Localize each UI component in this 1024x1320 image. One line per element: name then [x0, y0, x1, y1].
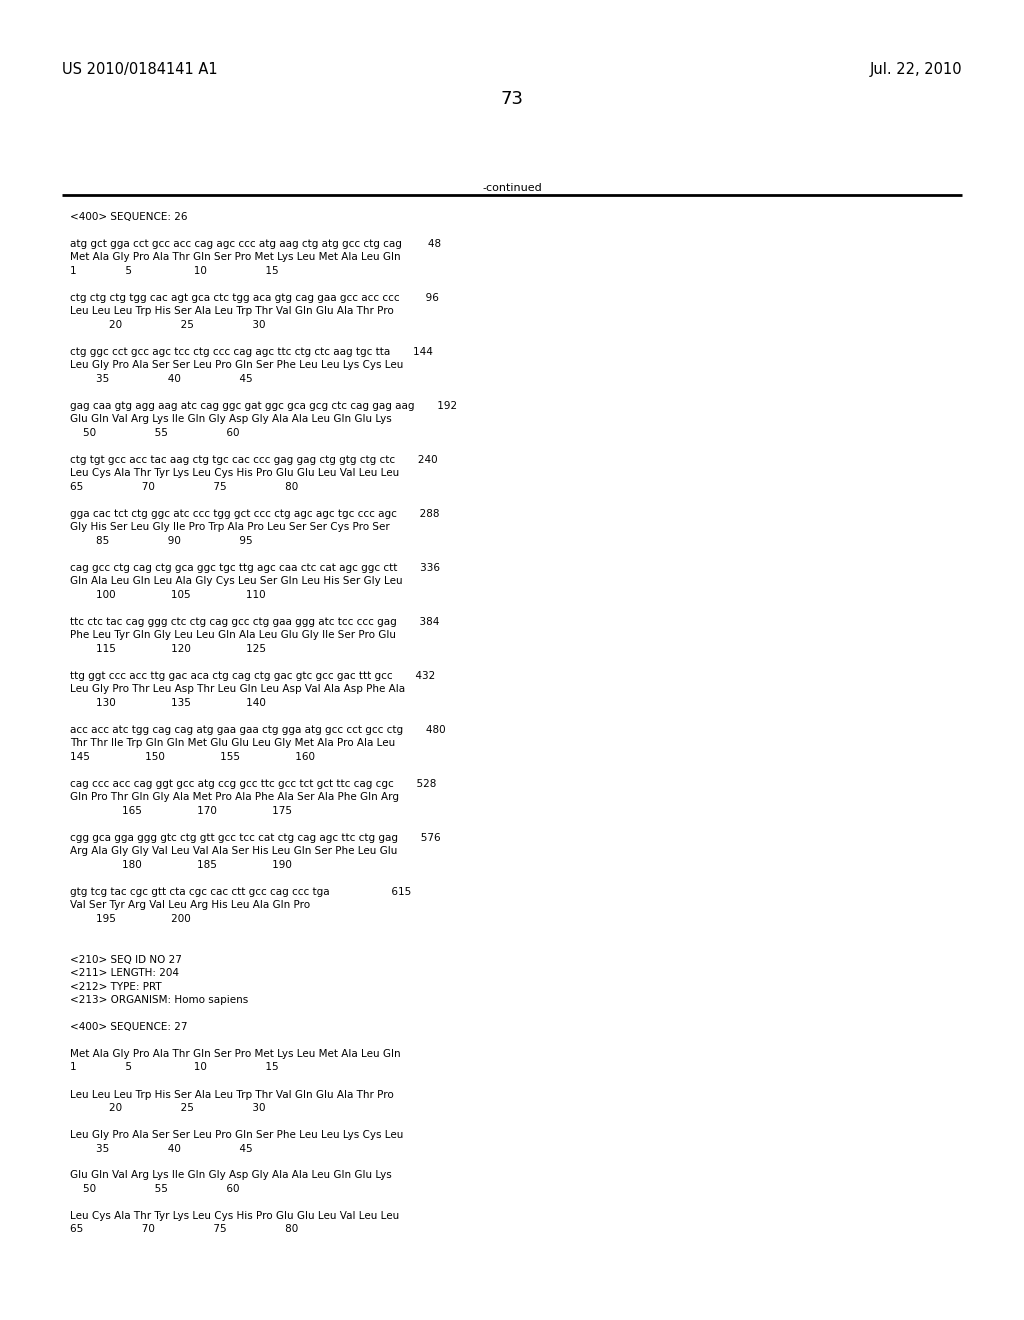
Text: ctg tgt gcc acc tac aag ctg tgc cac ccc gag gag ctg gtg ctg ctc       240: ctg tgt gcc acc tac aag ctg tgc cac ccc …	[70, 455, 437, 465]
Text: 20                  25                  30: 20 25 30	[70, 1104, 265, 1113]
Text: Phe Leu Tyr Gln Gly Leu Leu Gln Ala Leu Glu Gly Ile Ser Pro Glu: Phe Leu Tyr Gln Gly Leu Leu Gln Ala Leu …	[70, 631, 396, 640]
Text: Gly His Ser Leu Gly Ile Pro Trp Ala Pro Leu Ser Ser Cys Pro Ser: Gly His Ser Leu Gly Ile Pro Trp Ala Pro …	[70, 523, 390, 532]
Text: gag caa gtg agg aag atc cag ggc gat ggc gca gcg ctc cag gag aag       192: gag caa gtg agg aag atc cag ggc gat ggc …	[70, 401, 457, 411]
Text: Glu Gln Val Arg Lys Ile Gln Gly Asp Gly Ala Ala Leu Gln Glu Lys: Glu Gln Val Arg Lys Ile Gln Gly Asp Gly …	[70, 414, 392, 425]
Text: 180                 185                 190: 180 185 190	[70, 861, 292, 870]
Text: 130                 135                 140: 130 135 140	[70, 698, 266, 708]
Text: 1               5                   10                  15: 1 5 10 15	[70, 1063, 279, 1072]
Text: cag gcc ctg cag ctg gca ggc tgc ttg agc caa ctc cat agc ggc ctt       336: cag gcc ctg cag ctg gca ggc tgc ttg agc …	[70, 564, 440, 573]
Text: gtg tcg tac cgc gtt cta cgc cac ctt gcc cag ccc tga                   615: gtg tcg tac cgc gtt cta cgc cac ctt gcc …	[70, 887, 412, 898]
Text: 35                  40                  45: 35 40 45	[70, 374, 253, 384]
Text: 100                 105                 110: 100 105 110	[70, 590, 265, 601]
Text: <211> LENGTH: 204: <211> LENGTH: 204	[70, 968, 179, 978]
Text: ctg ctg ctg tgg cac agt gca ctc tgg aca gtg cag gaa gcc acc ccc        96: ctg ctg ctg tgg cac agt gca ctc tgg aca …	[70, 293, 439, 304]
Text: Jul. 22, 2010: Jul. 22, 2010	[869, 62, 962, 77]
Text: -continued: -continued	[482, 183, 542, 193]
Text: ctg ggc cct gcc agc tcc ctg ccc cag agc ttc ctg ctc aag tgc tta       144: ctg ggc cct gcc agc tcc ctg ccc cag agc …	[70, 347, 433, 356]
Text: 165                 170                 175: 165 170 175	[70, 807, 292, 816]
Text: Leu Cys Ala Thr Tyr Lys Leu Cys His Pro Glu Glu Leu Val Leu Leu: Leu Cys Ala Thr Tyr Lys Leu Cys His Pro …	[70, 469, 399, 479]
Text: <400> SEQUENCE: 26: <400> SEQUENCE: 26	[70, 213, 187, 222]
Text: acc acc atc tgg cag cag atg gaa gaa ctg gga atg gcc cct gcc ctg       480: acc acc atc tgg cag cag atg gaa gaa ctg …	[70, 725, 445, 735]
Text: 115                 120                 125: 115 120 125	[70, 644, 266, 653]
Text: <210> SEQ ID NO 27: <210> SEQ ID NO 27	[70, 954, 182, 965]
Text: Gln Pro Thr Gln Gly Ala Met Pro Ala Phe Ala Ser Ala Phe Gln Arg: Gln Pro Thr Gln Gly Ala Met Pro Ala Phe …	[70, 792, 399, 803]
Text: 145                 150                 155                 160: 145 150 155 160	[70, 752, 315, 762]
Text: 1               5                   10                  15: 1 5 10 15	[70, 267, 279, 276]
Text: <212> TYPE: PRT: <212> TYPE: PRT	[70, 982, 162, 991]
Text: Leu Leu Leu Trp His Ser Ala Leu Trp Thr Val Gln Glu Ala Thr Pro: Leu Leu Leu Trp His Ser Ala Leu Trp Thr …	[70, 1089, 394, 1100]
Text: Leu Leu Leu Trp His Ser Ala Leu Trp Thr Val Gln Glu Ala Thr Pro: Leu Leu Leu Trp His Ser Ala Leu Trp Thr …	[70, 306, 394, 317]
Text: Arg Ala Gly Gly Val Leu Val Ala Ser His Leu Gln Ser Phe Leu Glu: Arg Ala Gly Gly Val Leu Val Ala Ser His …	[70, 846, 397, 857]
Text: 50                  55                  60: 50 55 60	[70, 428, 240, 438]
Text: ttg ggt ccc acc ttg gac aca ctg cag ctg gac gtc gcc gac ttt gcc       432: ttg ggt ccc acc ttg gac aca ctg cag ctg …	[70, 671, 435, 681]
Text: <400> SEQUENCE: 27: <400> SEQUENCE: 27	[70, 1022, 187, 1032]
Text: Gln Ala Leu Gln Leu Ala Gly Cys Leu Ser Gln Leu His Ser Gly Leu: Gln Ala Leu Gln Leu Ala Gly Cys Leu Ser …	[70, 577, 402, 586]
Text: Leu Gly Pro Ala Ser Ser Leu Pro Gln Ser Phe Leu Leu Lys Cys Leu: Leu Gly Pro Ala Ser Ser Leu Pro Gln Ser …	[70, 360, 403, 371]
Text: Met Ala Gly Pro Ala Thr Gln Ser Pro Met Lys Leu Met Ala Leu Gln: Met Ala Gly Pro Ala Thr Gln Ser Pro Met …	[70, 252, 400, 263]
Text: Leu Cys Ala Thr Tyr Lys Leu Cys His Pro Glu Glu Leu Val Leu Leu: Leu Cys Ala Thr Tyr Lys Leu Cys His Pro …	[70, 1210, 399, 1221]
Text: 50                  55                  60: 50 55 60	[70, 1184, 240, 1195]
Text: ttc ctc tac cag ggg ctc ctg cag gcc ctg gaa ggg atc tcc ccc gag       384: ttc ctc tac cag ggg ctc ctg cag gcc ctg …	[70, 616, 439, 627]
Text: Glu Gln Val Arg Lys Ile Gln Gly Asp Gly Ala Ala Leu Gln Glu Lys: Glu Gln Val Arg Lys Ile Gln Gly Asp Gly …	[70, 1171, 392, 1180]
Text: Thr Thr Ile Trp Gln Gln Met Glu Glu Leu Gly Met Ala Pro Ala Leu: Thr Thr Ile Trp Gln Gln Met Glu Glu Leu …	[70, 738, 395, 748]
Text: Leu Gly Pro Thr Leu Asp Thr Leu Gln Leu Asp Val Ala Asp Phe Ala: Leu Gly Pro Thr Leu Asp Thr Leu Gln Leu …	[70, 685, 406, 694]
Text: 65                  70                  75                  80: 65 70 75 80	[70, 1225, 298, 1234]
Text: US 2010/0184141 A1: US 2010/0184141 A1	[62, 62, 218, 77]
Text: Met Ala Gly Pro Ala Thr Gln Ser Pro Met Lys Leu Met Ala Leu Gln: Met Ala Gly Pro Ala Thr Gln Ser Pro Met …	[70, 1049, 400, 1059]
Text: cgg gca gga ggg gtc ctg gtt gcc tcc cat ctg cag agc ttc ctg gag       576: cgg gca gga ggg gtc ctg gtt gcc tcc cat …	[70, 833, 440, 843]
Text: 20                  25                  30: 20 25 30	[70, 319, 265, 330]
Text: 35                  40                  45: 35 40 45	[70, 1143, 253, 1154]
Text: Val Ser Tyr Arg Val Leu Arg His Leu Ala Gln Pro: Val Ser Tyr Arg Val Leu Arg His Leu Ala …	[70, 900, 310, 911]
Text: <213> ORGANISM: Homo sapiens: <213> ORGANISM: Homo sapiens	[70, 995, 248, 1005]
Text: 73: 73	[501, 90, 523, 108]
Text: atg gct gga cct gcc acc cag agc ccc atg aag ctg atg gcc ctg cag        48: atg gct gga cct gcc acc cag agc ccc atg …	[70, 239, 441, 249]
Text: 65                  70                  75                  80: 65 70 75 80	[70, 482, 298, 492]
Text: gga cac tct ctg ggc atc ccc tgg gct ccc ctg agc agc tgc ccc agc       288: gga cac tct ctg ggc atc ccc tgg gct ccc …	[70, 510, 439, 519]
Text: 85                  90                  95: 85 90 95	[70, 536, 253, 546]
Text: 195                 200: 195 200	[70, 913, 190, 924]
Text: cag ccc acc cag ggt gcc atg ccg gcc ttc gcc tct gct ttc cag cgc       528: cag ccc acc cag ggt gcc atg ccg gcc ttc …	[70, 779, 436, 789]
Text: Leu Gly Pro Ala Ser Ser Leu Pro Gln Ser Phe Leu Leu Lys Cys Leu: Leu Gly Pro Ala Ser Ser Leu Pro Gln Ser …	[70, 1130, 403, 1140]
